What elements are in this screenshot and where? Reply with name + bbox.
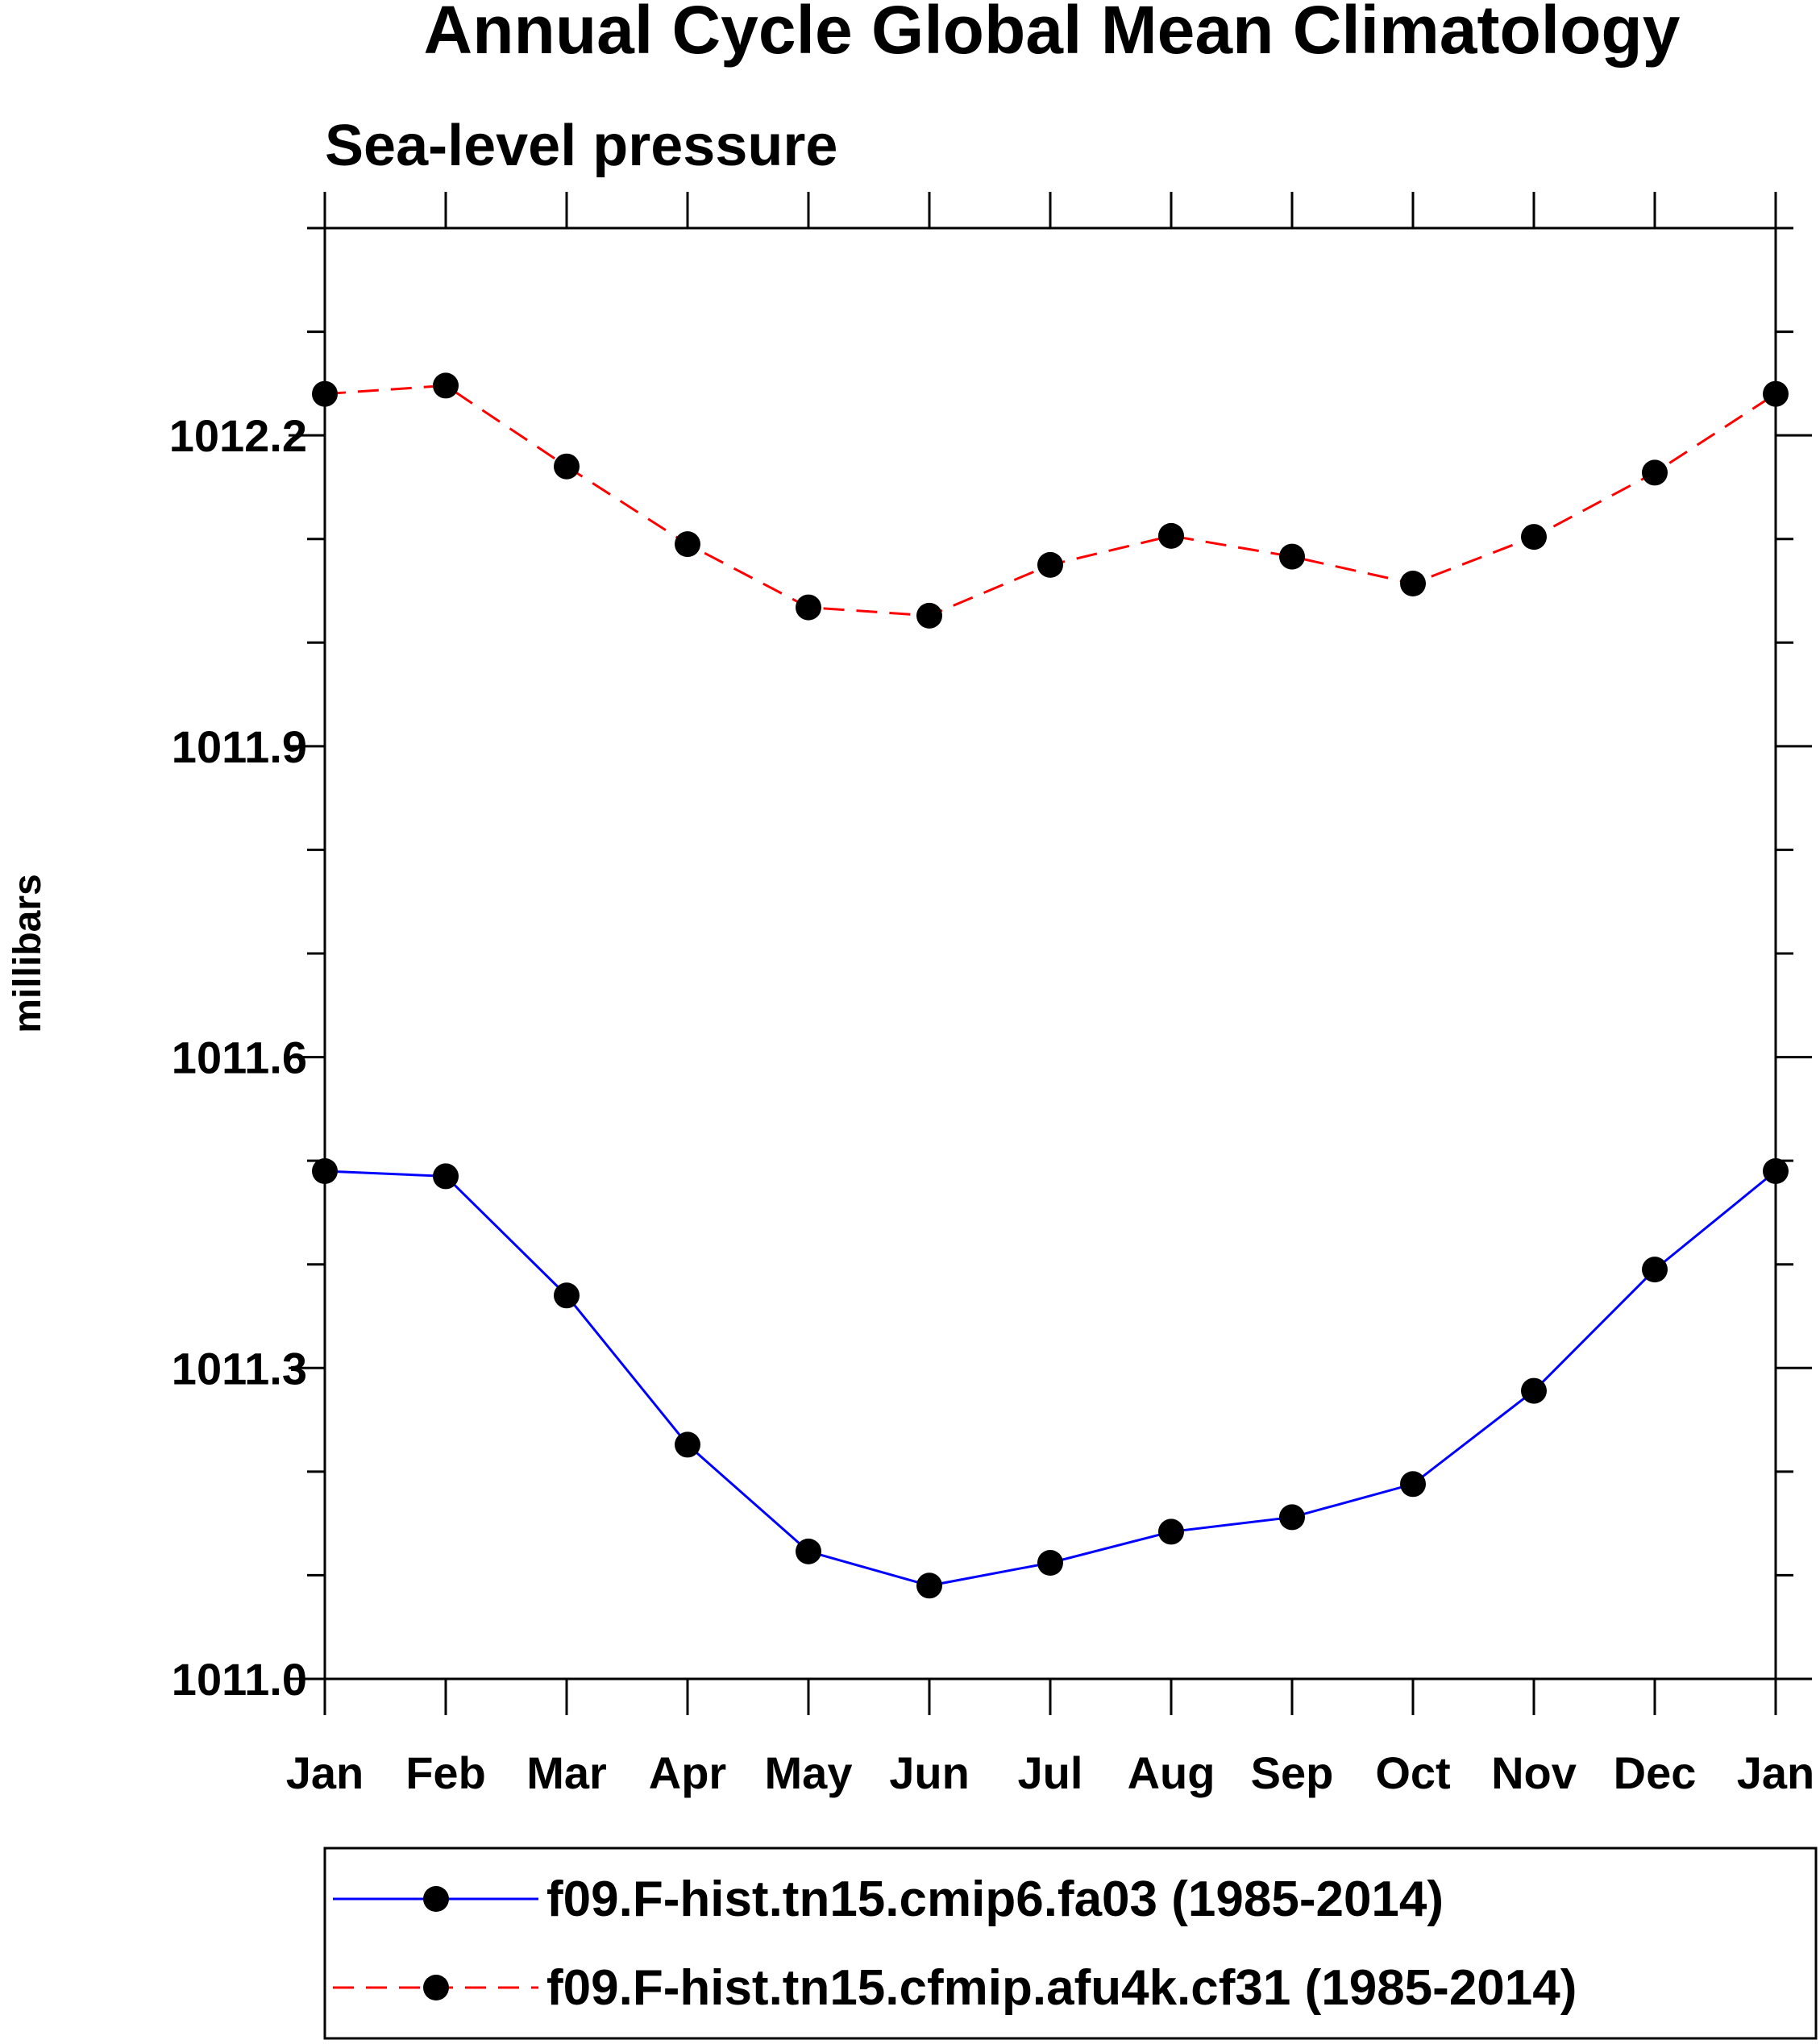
- x-tick-label: Sep: [1251, 1747, 1334, 1798]
- series-2-point: [1279, 543, 1305, 570]
- series-1-point: [1400, 1471, 1426, 1498]
- series-2-point: [1158, 522, 1184, 549]
- series-2-point: [1521, 524, 1547, 550]
- series-1-point: [433, 1163, 459, 1190]
- series-1-point: [1521, 1377, 1547, 1404]
- x-tick-label: Jun: [889, 1747, 970, 1798]
- x-tick-label: Mar: [526, 1747, 607, 1798]
- legend: f09.F-hist.tn15.cmip6.fa03 (1985-2014) f…: [323, 1847, 1818, 2040]
- x-tick-label: Nov: [1491, 1747, 1577, 1798]
- series-2-point: [916, 602, 942, 629]
- chart-subtitle: Sea-level pressure: [325, 114, 837, 178]
- series-2-point: [675, 531, 700, 558]
- x-tick-label: Feb: [405, 1747, 486, 1798]
- series-2-point: [796, 594, 821, 621]
- series-2-point: [1037, 551, 1063, 578]
- series-1-point: [916, 1572, 942, 1599]
- legend-marker-series-1: [423, 1886, 449, 1912]
- y-tick-label: 1011.0: [172, 1654, 307, 1705]
- legend-marker-series-2: [423, 1975, 449, 2000]
- legend-box: [323, 1847, 1818, 2040]
- x-tick-label: Jan: [1737, 1747, 1815, 1798]
- series-1-point: [1158, 1518, 1184, 1545]
- series-2-point: [554, 453, 580, 480]
- series-1-point: [554, 1282, 580, 1309]
- series-line-1: [324, 1169, 1776, 1587]
- series-2-point: [433, 372, 459, 399]
- series-2-point: [1642, 459, 1668, 486]
- x-tick-label: Dec: [1614, 1747, 1697, 1798]
- x-tick-label: Apr: [649, 1747, 726, 1798]
- y-tick-label: 1011.6: [172, 1032, 307, 1083]
- plot-frame: [323, 226, 1777, 1680]
- series-line-2: [324, 384, 1776, 617]
- x-tick-label: Jan: [286, 1747, 364, 1798]
- legend-label-series-1: f09.F-hist.tn15.cmip6.fa03 (1985-2014): [546, 1872, 1444, 1927]
- series-layer: [312, 372, 1789, 1599]
- y-axis-label: millibars: [6, 874, 49, 1032]
- legend-label-series-2: f09.F-hist.tn15.cfmip.afu4k.cf31 (1985-2…: [546, 1960, 1577, 2016]
- x-tick-label: Oct: [1375, 1747, 1450, 1798]
- axis-ticks: Jan Feb Mar Apr May Jun Jul Aug Sep Oct Nov Dec Jan 1…: [169, 192, 1815, 1798]
- x-tick-label: Aug: [1128, 1747, 1215, 1798]
- series-1-point: [675, 1431, 700, 1458]
- x-tick-label: May: [765, 1747, 853, 1798]
- y-tick-label: 1011.9: [172, 721, 307, 772]
- y-tick-label: 1012.2: [169, 410, 307, 461]
- series-1-point: [1037, 1550, 1063, 1576]
- x-tick-label: Jul: [1018, 1747, 1083, 1798]
- chart-title: Annual Cycle Global Mean Climatology: [424, 0, 1681, 68]
- series-1-point: [1642, 1257, 1668, 1283]
- series-1-point: [1279, 1504, 1305, 1531]
- series-1-point: [796, 1538, 821, 1564]
- series-2-point: [1400, 571, 1426, 596]
- y-tick-label: 1011.3: [172, 1343, 307, 1394]
